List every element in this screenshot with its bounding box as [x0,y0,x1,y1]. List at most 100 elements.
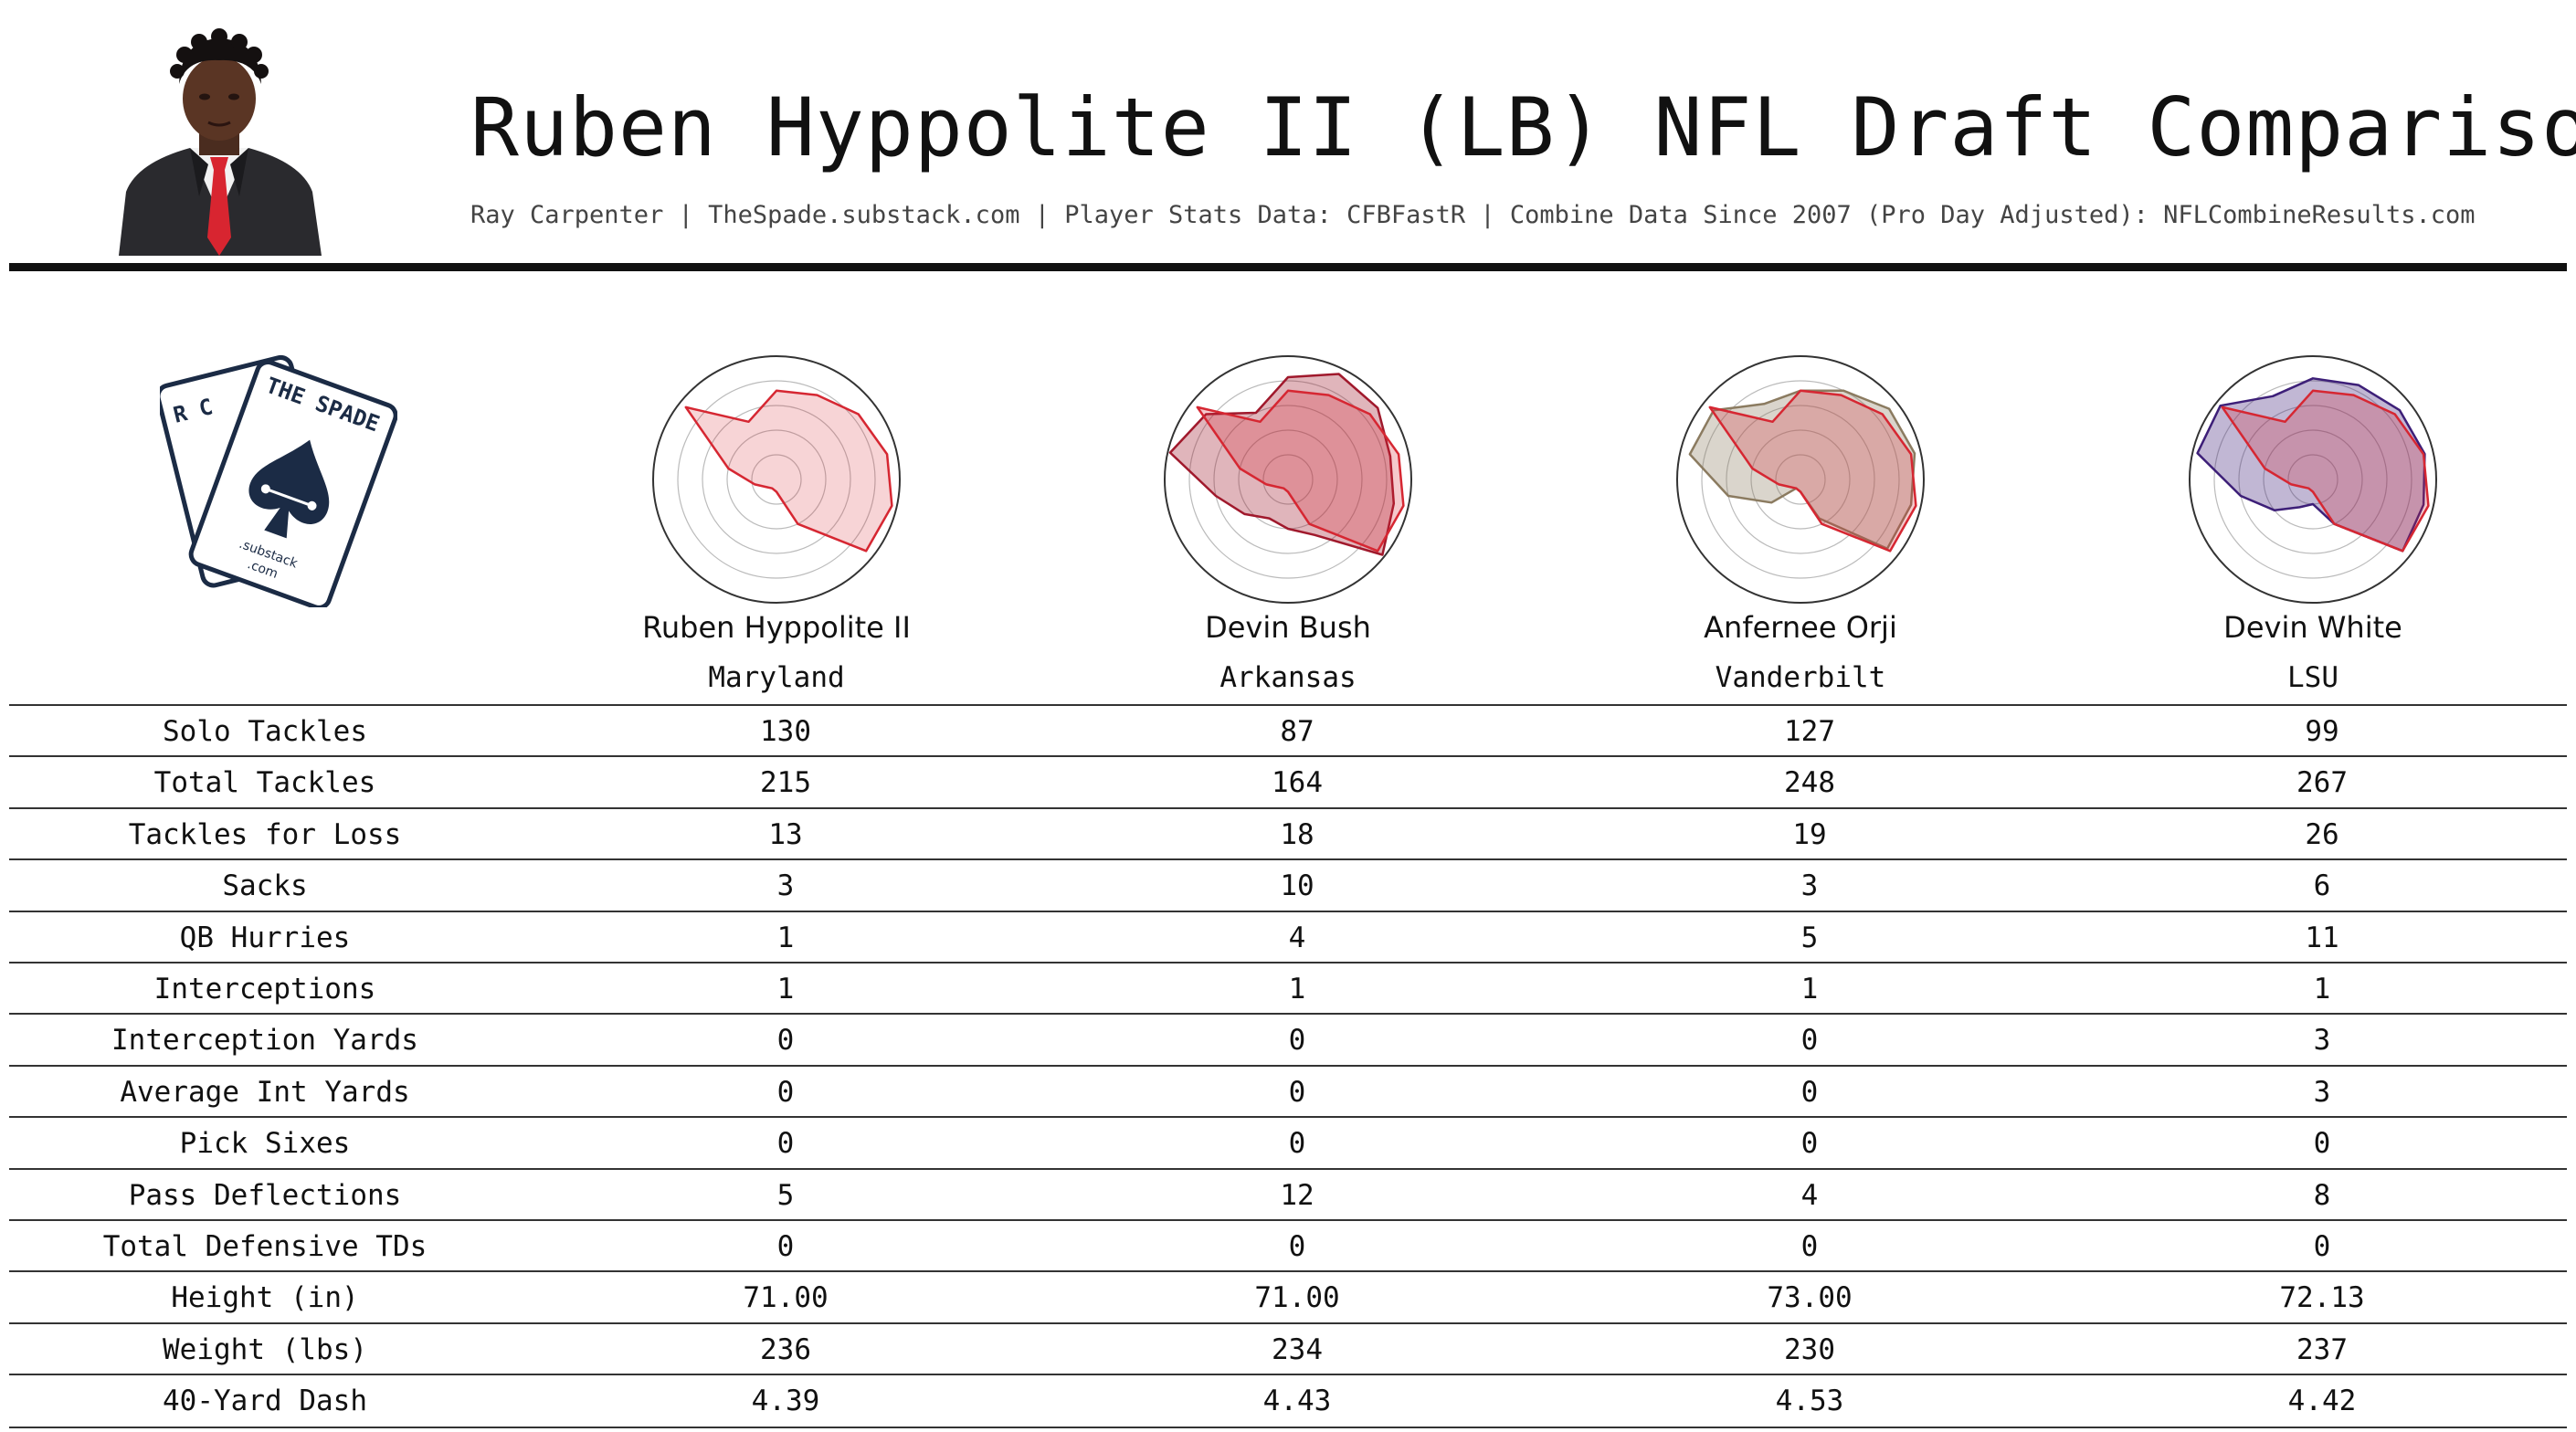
player-name: Ruben Hyppolite II [642,610,911,645]
page-subtitle: Ray Carpenter | TheSpade.substack.com | … [470,201,2476,229]
table-cell: 236 [760,1332,811,1366]
table-cell: 12 [1280,1178,1314,1212]
row-label: Interception Yards [111,1024,418,1058]
radar-ring [2238,405,2388,554]
row-label: Solo Tackles [163,715,367,748]
table-row: Tackles for Loss 13 18 19 26 [9,806,2567,860]
table-cell: 0 [1800,1075,1819,1109]
table-cell: 4 [1800,1178,1819,1212]
row-label: Total Tackles [153,766,376,800]
page-title: Ruben Hyppolite II (LB) NFL Draft Compar… [470,80,2576,174]
table-cell: 130 [760,715,811,748]
table-row: Interceptions 1 1 1 1 [9,962,2567,1015]
row-label: Average Int Yards [120,1075,410,1109]
table-cell: 248 [1784,766,1835,800]
radar-chart-bush [1164,355,1412,604]
table-cell: 127 [1784,715,1835,748]
radar-ring [726,429,827,530]
table-cell: 73.00 [1767,1281,1853,1315]
table-row: Solo Tackles 130 87 127 99 [9,704,2567,757]
player-school: Arkansas [1219,661,1357,694]
player-school: LSU [2287,661,2338,694]
table-cell: 0 [1288,1024,1306,1058]
table-cell: 8 [2313,1178,2331,1212]
table-cell: 0 [1288,1230,1306,1263]
table-cell: 3 [2313,1024,2331,1058]
table-cell: 4.42 [2287,1385,2357,1418]
table-cell: 3 [2313,1075,2331,1109]
radar-comparison-polygon [1168,373,1396,556]
player-headshot [119,28,322,256]
table-cell: 26 [2305,817,2339,851]
table-cell: 1 [776,921,795,954]
table-cell: 0 [776,1230,795,1263]
radar-ring [677,380,876,579]
radar-ring [1262,454,1314,505]
radar-target-polygon [1708,389,1917,553]
radar-target-polygon [684,389,893,553]
radar-ring [2189,355,2437,604]
table-cell: 0 [2313,1230,2331,1263]
radar-chart-white [2189,355,2437,604]
table-row: 40-Yard Dash 4.39 4.43 4.53 4.42 [9,1374,2567,1429]
radar-chart-orji [1676,355,1925,604]
table-cell: 267 [2296,766,2348,800]
radar-ring [1750,429,1851,530]
table-cell: 5 [1800,921,1819,954]
table-cell: 3 [1800,869,1819,903]
radar-ring [1726,405,1875,554]
spade-icon [248,439,330,539]
table-row: Total Tackles 215 164 248 267 [9,755,2567,808]
radar-ring [1213,405,1363,554]
table-cell: 0 [1800,1230,1819,1263]
table-row: Average Int Yards 0 0 0 3 [9,1064,2567,1118]
table-row: Weight (lbs) 236 234 230 237 [9,1321,2567,1375]
header-divider [9,263,2567,271]
table-row: Height (in) 71.00 71.00 73.00 72.13 [9,1270,2567,1323]
player-name: Devin Bush [1205,610,1371,645]
player-name: Anfernee Orji [1704,610,1897,645]
table-cell: 3 [776,869,795,903]
row-label: Tackles for Loss [128,817,402,851]
radar-ring [1164,355,1412,604]
table-cell: 71.00 [743,1281,829,1315]
table-cell: 234 [1272,1332,1323,1366]
table-cell: 11 [2305,921,2339,954]
table-cell: 87 [1280,715,1314,748]
radar-comparison-polygon [2196,377,2426,553]
radar-ring [1775,454,1826,505]
table-cell: 6 [2313,869,2331,903]
player-name: Devin White [2223,610,2402,645]
row-label: QB Hurries [179,921,351,954]
table-cell: 1 [776,973,795,1006]
radar-chart-hyppolite [652,355,901,604]
table-cell: 71.00 [1254,1281,1340,1315]
radar-ring [751,454,802,505]
table-cell: 4.53 [1775,1385,1844,1418]
radar-ring [1188,380,1388,579]
table-cell: 72.13 [2279,1281,2365,1315]
radar-ring [652,355,901,604]
table-cell: 0 [1288,1127,1306,1161]
table-cell: 10 [1280,869,1314,903]
radar-ring [702,405,851,554]
row-label: Interceptions [153,973,376,1006]
table-cell: 0 [1800,1024,1819,1058]
table-cell: 0 [2313,1127,2331,1161]
table-row: Pass Deflections 5 12 4 8 [9,1167,2567,1221]
table-row: Interception Yards 0 0 0 3 [9,1013,2567,1066]
table-cell: 13 [768,817,803,851]
table-cell: 99 [2305,715,2339,748]
radar-ring [2263,429,2363,530]
table-cell: 1 [2313,973,2331,1006]
table-cell: 19 [1792,817,1827,851]
row-label: Height (in) [171,1281,359,1315]
radar-ring [2213,380,2412,579]
the-spade-logo: R C THE SPADE .substack .com [160,354,397,607]
radar-target-polygon [2221,389,2430,553]
table-cell: 237 [2296,1332,2348,1366]
table-cell: 0 [776,1075,795,1109]
table-row: Pick Sixes 0 0 0 0 [9,1116,2567,1169]
table-cell: 18 [1280,817,1314,851]
table-cell: 230 [1784,1332,1835,1366]
